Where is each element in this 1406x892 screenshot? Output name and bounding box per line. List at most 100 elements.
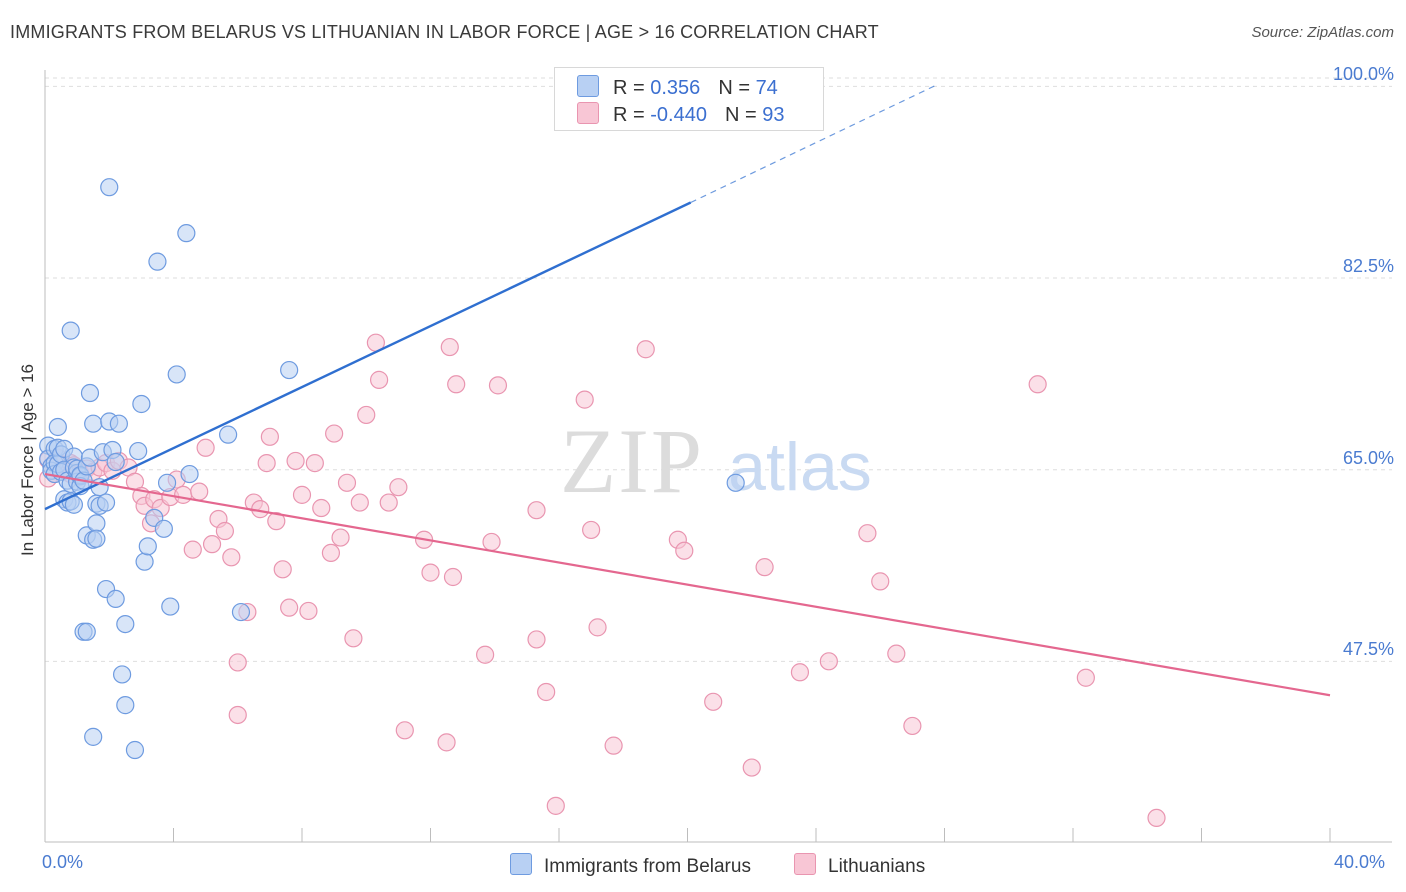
lithuanian-point: [588, 618, 607, 637]
lithuanian-point: [196, 438, 215, 457]
belarus-point: [100, 178, 119, 197]
belarus-point: [61, 321, 80, 340]
chart-title: IMMIGRANTS FROM BELARUS VS LITHUANIAN IN…: [10, 22, 879, 42]
lithuanian-point: [575, 390, 594, 409]
lithuanian-point: [312, 498, 331, 518]
belarus-points: [39, 71, 745, 760]
lithuanian-point: [215, 521, 234, 541]
lithuanian-point: [292, 485, 312, 504]
belarus-point: [280, 360, 299, 380]
lithuanian-point: [871, 572, 890, 591]
lithuanian-point: [790, 663, 810, 682]
lithuanian-point: [636, 340, 655, 359]
blue-swatch-icon: [577, 75, 599, 97]
lithuanian-point: [190, 482, 209, 501]
legend-row-belarus: R = 0.356 N = 74: [577, 75, 778, 101]
belarus-point: [106, 452, 125, 472]
lithuanian-point: [1147, 808, 1166, 828]
belarus-point: [109, 414, 128, 433]
legend-n-label: N =: [724, 104, 763, 126]
belarus-point: [106, 589, 125, 609]
belarus-point: [116, 696, 135, 715]
belarus-point: [135, 552, 154, 571]
lithuanian-point: [389, 478, 408, 497]
lithuanian-point: [443, 567, 463, 587]
watermark-zip: ZIP: [560, 410, 704, 512]
lithuanian-point: [704, 692, 723, 711]
lithuanian-point: [482, 532, 501, 552]
lithuanian-point: [675, 541, 694, 560]
lithuanian-point: [440, 337, 459, 357]
lithuanian-point: [174, 485, 193, 504]
blue-swatch-icon: [510, 853, 532, 875]
pink-swatch-icon: [794, 853, 816, 875]
x-tick-min: 0.0%: [42, 852, 84, 872]
y-axis-label: In Labor Force | Age > 16: [18, 363, 37, 557]
lithuanian-point: [755, 558, 774, 577]
legend-n-value-belarus: 74: [755, 77, 778, 99]
belarus-point: [77, 622, 96, 641]
lithuanian-point: [437, 733, 456, 752]
lithuanian-point: [527, 501, 546, 520]
lithuanian-point: [183, 540, 202, 559]
lithuanian-point: [395, 721, 414, 740]
lithuanian-point: [357, 405, 376, 425]
lithuanian-point: [267, 512, 286, 531]
legend-r-label: R =: [613, 77, 651, 99]
lithuanian-trend-line: [44, 472, 1331, 697]
lithuanian-point: [370, 370, 389, 389]
lithuanian-point: [1028, 375, 1047, 394]
legend-n-label: N =: [718, 77, 756, 99]
lithuanian-point: [337, 473, 357, 492]
lithuanian-point: [447, 375, 466, 394]
belarus-point: [154, 519, 173, 538]
lithuanian-point: [819, 652, 838, 671]
axes: [44, 70, 1392, 843]
lithuanian-point: [379, 493, 398, 512]
belarus-point: [87, 514, 106, 533]
belarus-point: [161, 597, 180, 616]
belarus-point: [231, 602, 251, 622]
lithuanian-point: [257, 454, 276, 473]
lithuanian-point: [344, 629, 363, 648]
bottom-legend-belarus: Immigrants from Belarus: [510, 853, 751, 878]
lithuanian-point: [1076, 668, 1095, 687]
belarus-point: [129, 441, 148, 461]
lithuanian-point: [286, 451, 305, 471]
belarus-point: [84, 727, 103, 746]
lithuanian-point: [582, 520, 601, 540]
belarus-point: [167, 365, 186, 384]
lithuanian-point: [228, 653, 247, 672]
belarus-point: [138, 537, 157, 556]
lithuanian-point: [228, 705, 247, 725]
belarus-trend-line: [44, 201, 692, 511]
lithuanians-points: [39, 333, 1166, 828]
legend-r-value-lithuanians: -0.440: [650, 104, 707, 126]
belarus-point: [148, 252, 167, 271]
pink-swatch-icon: [577, 102, 599, 124]
zipatlas-watermark: ZIP atlas: [560, 410, 872, 512]
y-tick-label: 82.5%: [1342, 256, 1394, 277]
legend-row-lithuanians: R = -0.440 N = 93: [577, 102, 784, 128]
lithuanian-point: [858, 524, 877, 543]
belarus-point: [112, 665, 132, 684]
lithuanian-point: [273, 560, 292, 579]
y-tick-label: 47.5%: [1342, 639, 1394, 660]
grid-lines: [45, 77, 1392, 662]
belarus-point: [48, 417, 67, 437]
legend-r-value-belarus: 0.356: [650, 77, 701, 99]
lithuanian-point: [887, 644, 906, 663]
lithuanian-point: [305, 454, 324, 473]
lithuanian-point: [742, 758, 761, 777]
lithuanian-point: [331, 528, 350, 547]
lithuanian-point: [280, 598, 299, 617]
belarus-point: [84, 414, 103, 433]
legend-r-label: R =: [613, 104, 651, 126]
belarus-point: [125, 740, 145, 760]
belarus-point: [87, 529, 106, 548]
lithuanian-point: [537, 682, 556, 702]
correlation-legend: R = 0.356 N = 74 R = -0.440 N = 93: [554, 67, 824, 131]
source-credit: Source: ZipAtlas.com: [1251, 24, 1394, 41]
watermark-atlas: atlas: [728, 429, 872, 505]
lithuanian-point: [546, 796, 565, 815]
